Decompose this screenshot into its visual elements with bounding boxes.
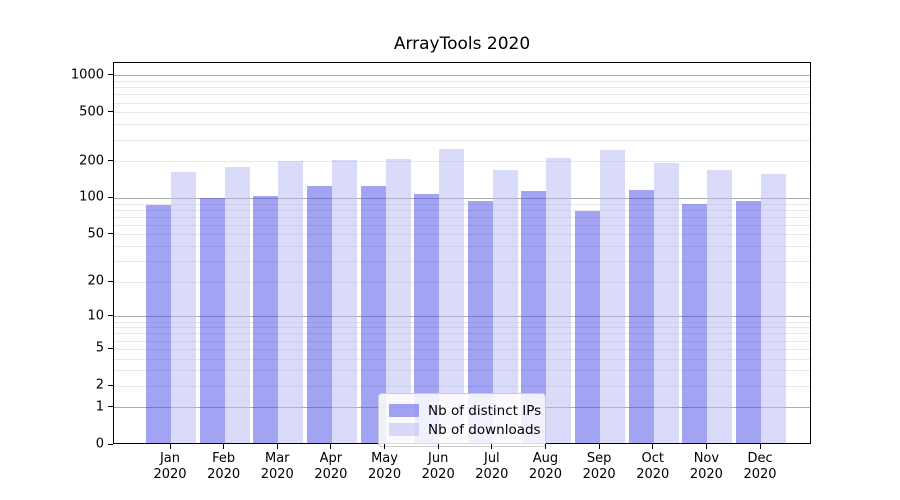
legend-label-distinct-ips: Nb of distinct IPs: [428, 402, 542, 419]
bar-distinct-ips-jan: [146, 205, 171, 443]
bar-downloads-mar: [278, 161, 304, 443]
y-tick-0: [108, 443, 113, 445]
x-tick-jun: [437, 444, 439, 449]
x-tick-label-aug: Aug 2020: [528, 451, 563, 482]
y-tick-1000: [108, 74, 113, 76]
x-tick-jan: [169, 444, 171, 449]
x-tick-label-jan: Jan 2020: [153, 451, 187, 482]
gridline-500: [114, 112, 810, 114]
gridline-900: [114, 81, 810, 83]
y-tick-500: [108, 111, 113, 113]
y-tick-5: [108, 347, 113, 349]
bar-distinct-ips-sep: [575, 210, 601, 443]
x-tick-label-mar: Mar 2020: [260, 451, 294, 482]
y-tick-50: [108, 233, 113, 235]
bar-downloads-dec: [761, 173, 787, 443]
y-tick-label-50: 50: [87, 226, 104, 242]
gridline-800: [114, 87, 810, 89]
x-tick-oct: [652, 444, 654, 449]
y-tick-label-20: 20: [87, 273, 104, 289]
bar-downloads-jan: [171, 171, 196, 443]
y-tick-label-0: 0: [95, 436, 104, 452]
y-tick-label-100: 100: [79, 189, 104, 205]
y-tick-label-10: 10: [87, 308, 104, 324]
y-tick-1: [108, 406, 113, 408]
x-tick-dec: [759, 444, 761, 449]
bar-downloads-nov: [707, 170, 733, 443]
gridline-300: [114, 139, 810, 141]
bar-distinct-ips-dec: [736, 201, 762, 443]
x-tick-may: [384, 444, 386, 449]
x-tick-label-oct: Oct 2020: [636, 451, 670, 482]
x-tick-jul: [491, 444, 493, 449]
y-tick-label-5: 5: [95, 340, 104, 356]
x-tick-label-may: May 2020: [368, 451, 402, 482]
x-tick-label-jun: Jun 2020: [421, 451, 455, 482]
bar-downloads-oct: [653, 162, 679, 443]
x-tick-apr: [330, 444, 332, 449]
gridline-1000: [114, 75, 810, 77]
bar-downloads-aug: [546, 158, 572, 443]
bar-downloads-apr: [331, 159, 357, 443]
x-tick-label-sep: Sep 2020: [582, 451, 616, 482]
y-tick-label-2: 2: [95, 377, 104, 393]
x-tick-label-nov: Nov 2020: [689, 451, 723, 482]
bar-downloads-sep: [600, 150, 626, 443]
bar-distinct-ips-oct: [628, 190, 654, 443]
y-tick-label-1000: 1000: [70, 67, 104, 83]
y-tick-200: [108, 160, 113, 162]
x-tick-feb: [223, 444, 225, 449]
y-tick-label-500: 500: [79, 104, 104, 120]
gridline-700: [114, 94, 810, 96]
legend-entry-distinct-ips: Nb of distinct IPs: [389, 401, 541, 420]
x-tick-nov: [705, 444, 707, 449]
y-tick-2: [108, 384, 113, 386]
legend: Nb of distinct IPs Nb of downloads: [378, 393, 546, 447]
bar-distinct-ips-apr: [306, 185, 332, 443]
legend-label-downloads: Nb of downloads: [428, 421, 541, 438]
y-tick-label-1: 1: [95, 399, 104, 415]
y-tick-20: [108, 280, 113, 282]
bar-distinct-ips-mar: [253, 196, 279, 443]
y-tick-100: [108, 196, 113, 198]
x-tick-aug: [544, 444, 546, 449]
legend-swatch-distinct-ips: [389, 404, 419, 417]
bar-downloads-feb: [224, 166, 250, 443]
chart-title: ArrayTools 2020: [393, 34, 531, 54]
gridline-400: [114, 124, 810, 126]
legend-entry-downloads: Nb of downloads: [389, 420, 541, 439]
x-tick-label-dec: Dec 2020: [743, 451, 777, 482]
plot-area: Nb of distinct IPs Nb of downloads: [113, 62, 811, 447]
gridline-600: [114, 102, 810, 104]
legend-swatch-downloads: [389, 423, 419, 436]
bar-distinct-ips-feb: [199, 198, 225, 443]
y-tick-10: [108, 315, 113, 317]
x-tick-label-apr: Apr 2020: [314, 451, 348, 482]
x-tick-mar: [276, 444, 278, 449]
y-tick-label-200: 200: [79, 153, 104, 169]
x-tick-sep: [598, 444, 600, 449]
x-tick-label-jul: Jul 2020: [475, 451, 509, 482]
x-tick-label-feb: Feb 2020: [207, 451, 241, 482]
bar-distinct-ips-nov: [682, 204, 708, 443]
